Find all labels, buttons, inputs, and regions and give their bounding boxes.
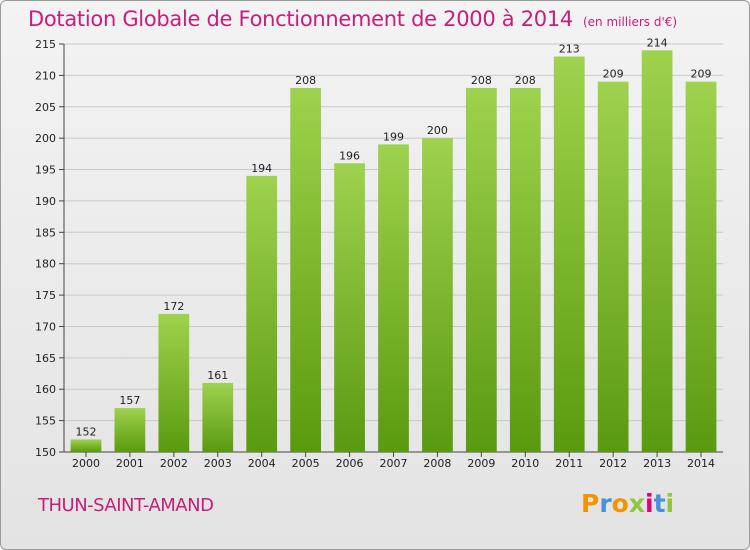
commune-name: THUN-SAINT-AMAND [38, 495, 214, 516]
chart-title-text: Dotation Globale de Fonctionnement de 20… [28, 7, 573, 31]
x-tick-label: 2010 [511, 457, 539, 470]
bar [509, 87, 541, 452]
bar-value-label: 209 [691, 68, 712, 81]
bar [202, 382, 234, 452]
x-tick-label: 2008 [423, 457, 451, 470]
y-tick-label: 170 [35, 320, 56, 333]
bar-value-label: 152 [75, 425, 96, 438]
bar [597, 81, 629, 453]
y-tick-label: 155 [35, 415, 56, 428]
x-tick-label: 2004 [248, 457, 276, 470]
bar-value-label: 157 [119, 394, 140, 407]
logo-letter: r [599, 489, 612, 518]
x-tick-label: 2009 [467, 457, 495, 470]
y-tick-label: 195 [35, 164, 56, 177]
bar-value-label: 172 [163, 300, 184, 313]
labels: 150 155 160 165 170 175 180 185 190 195 200 205 210 2… [35, 36, 715, 470]
x-tick-label: 2006 [336, 457, 364, 470]
bar [465, 87, 497, 452]
y-tick-label: 180 [35, 258, 56, 271]
bar-value-label: 194 [251, 162, 272, 175]
bar [378, 144, 409, 452]
bar [70, 439, 102, 452]
y-tick-label: 165 [35, 352, 56, 365]
y-tick-label: 175 [35, 289, 56, 302]
bar-value-label: 208 [295, 74, 316, 87]
bar [553, 56, 585, 453]
bar-value-label: 208 [471, 74, 492, 87]
logo-letter: x [628, 489, 645, 518]
bar-value-label: 208 [515, 74, 536, 87]
x-tick-label: 2000 [72, 457, 100, 470]
chart-subtitle: (en milliers d'€) [582, 15, 678, 29]
bar-value-label: 213 [559, 43, 580, 56]
bar-value-label: 200 [427, 124, 448, 137]
chart-title: Dotation Globale de Fonctionnement de 20… [28, 7, 677, 31]
bar-value-label: 196 [339, 149, 360, 162]
logo-letter: o [611, 489, 629, 518]
y-tick-label: 215 [35, 38, 56, 51]
x-tick-label: 2011 [555, 457, 583, 470]
x-tick-label: 2003 [204, 457, 232, 470]
x-tick-label: 2002 [160, 457, 188, 470]
y-tick-label: 190 [35, 195, 56, 208]
y-tick-label: 185 [35, 226, 56, 239]
bar [114, 408, 146, 452]
bars [70, 50, 717, 453]
bar-value-label: 214 [647, 36, 668, 49]
bar [334, 163, 365, 452]
logo-letter: i [665, 489, 675, 518]
logo-letter: P [581, 489, 600, 518]
bar [641, 50, 673, 453]
x-tick-label: 2013 [643, 457, 671, 470]
bar-value-label: 209 [603, 68, 624, 81]
bar [685, 81, 717, 453]
y-tick-label: 200 [35, 132, 56, 145]
y-tick-label: 205 [35, 101, 56, 114]
x-tick-label: 2005 [292, 457, 320, 470]
logo-letter: i [645, 489, 654, 518]
bar [290, 87, 322, 452]
bar [246, 175, 278, 453]
y-tick-label: 210 [35, 69, 56, 82]
x-tick-label: 2014 [687, 457, 715, 470]
logo-letter: t [653, 489, 666, 518]
y-tick-label: 150 [35, 446, 56, 459]
x-tick-label: 2001 [116, 457, 144, 470]
proxiti-logo: Proxiti [581, 489, 674, 518]
x-tick-label: 2012 [599, 457, 627, 470]
x-tick-label: 2007 [380, 457, 408, 470]
bar-value-label: 199 [383, 130, 404, 143]
bar [158, 313, 190, 452]
y-tick-label: 160 [35, 383, 56, 396]
bar-value-label: 161 [207, 369, 228, 382]
bar [422, 138, 453, 452]
